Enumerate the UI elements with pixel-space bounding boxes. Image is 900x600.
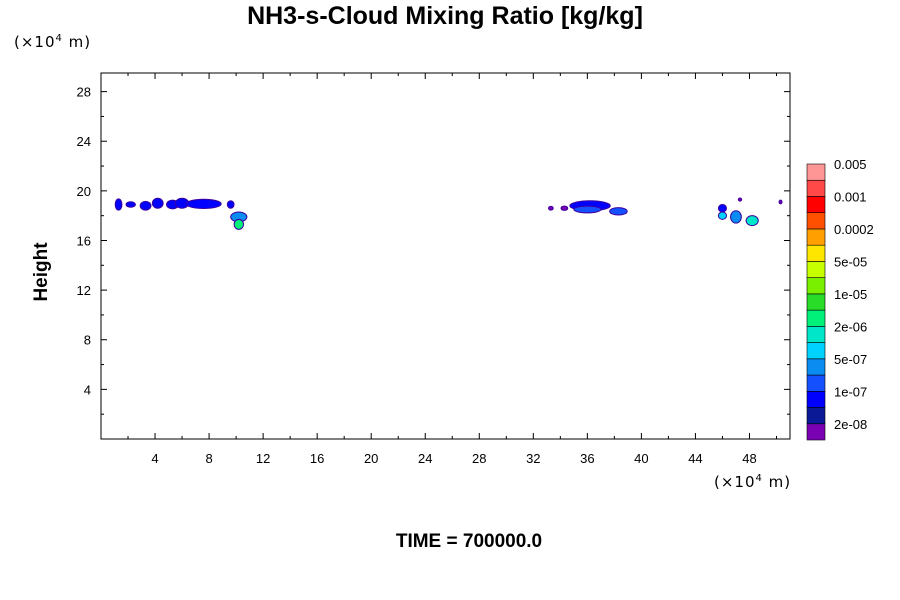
cloud-blob [548,205,554,211]
cloud-blob [233,218,245,230]
y-tick-label: 4 [84,382,91,397]
cloud-blob [745,215,759,227]
colorbar-label: 0.0002 [834,222,874,237]
x-tick-label: 28 [472,451,486,466]
cloud-blob [717,211,728,220]
colorbar-swatch [806,342,826,360]
cloud-blob [778,199,783,205]
colorbar-swatch [806,374,826,392]
colorbar-swatch [806,293,826,311]
colorbar-label: 0.001 [834,189,867,204]
colorbar-swatch [806,163,826,181]
colorbar-swatch [806,358,826,376]
cloud-blob [730,210,742,224]
colorbar-label: 2e-06 [834,319,867,334]
colorbar-swatch [806,390,826,408]
x-tick-label: 44 [688,451,702,466]
x-tick-label: 48 [742,451,756,466]
colorbar-swatch [806,196,826,214]
colorbar: 2e-08 1e-07 5e-07 2e-06 1e-05 5e-05 0.0002 0.00… [806,157,874,441]
colorbar-swatch [806,309,826,327]
colorbar-swatch [806,407,826,425]
colorbar-swatch [806,261,826,278]
cloud-blob [737,197,743,202]
y-unit-label: (×104 m) [14,33,92,51]
colorbar-label: 5e-07 [834,352,867,367]
plot-frame [100,72,791,440]
cloud-blob [226,200,235,209]
x-tick-label: 24 [418,451,432,466]
data-layer [114,197,783,230]
colorbar-swatch [806,212,826,230]
chart-title: NH3-s-Cloud Mixing Ratio [kg/kg] [247,2,643,30]
cloud-blob [609,207,628,216]
colorbar-swatch [806,277,826,295]
colorbar-swatch [806,244,826,262]
x-tick-label: 16 [310,451,324,466]
y-tick-label: 12 [77,283,91,298]
x-tick-label: 4 [151,451,158,466]
colorbar-swatch [806,179,826,197]
cloud-blob [114,198,123,211]
x-tick-label: 20 [364,451,378,466]
y-tick-label: 28 [77,85,91,100]
x-tick-label: 32 [526,451,540,466]
time-label: TIME = 700000.0 [395,531,543,552]
x-tick-label: 8 [205,451,212,466]
cloud-blob [560,205,569,211]
cloud-blob [185,198,222,210]
cloud-blob [573,205,602,214]
x-unit-label: (×104 m) [714,473,792,491]
colorbar-label: 5e-05 [834,254,867,269]
colorbar-swatch [806,423,826,441]
x-tick-label: 12 [256,451,270,466]
y-tick-label: 20 [77,184,91,199]
cloud-blob [139,200,152,211]
x-tick-label: 40 [634,451,648,466]
y-tick-label: 8 [84,333,91,348]
colorbar-swatch [806,326,826,343]
y-tick-label: 16 [77,233,91,248]
x-tick-label: 36 [580,451,594,466]
colorbar-swatch [806,228,826,246]
cloud-blob [151,197,164,209]
cloud-blob [125,201,136,208]
colorbar-label: 2e-08 [834,417,867,432]
cloud-blob [717,204,728,213]
colorbar-label: 1e-07 [834,384,867,399]
colorbar-label: 1e-05 [834,287,867,302]
y-tick-label: 24 [77,134,91,149]
colorbar-label: 0.005 [834,157,867,172]
